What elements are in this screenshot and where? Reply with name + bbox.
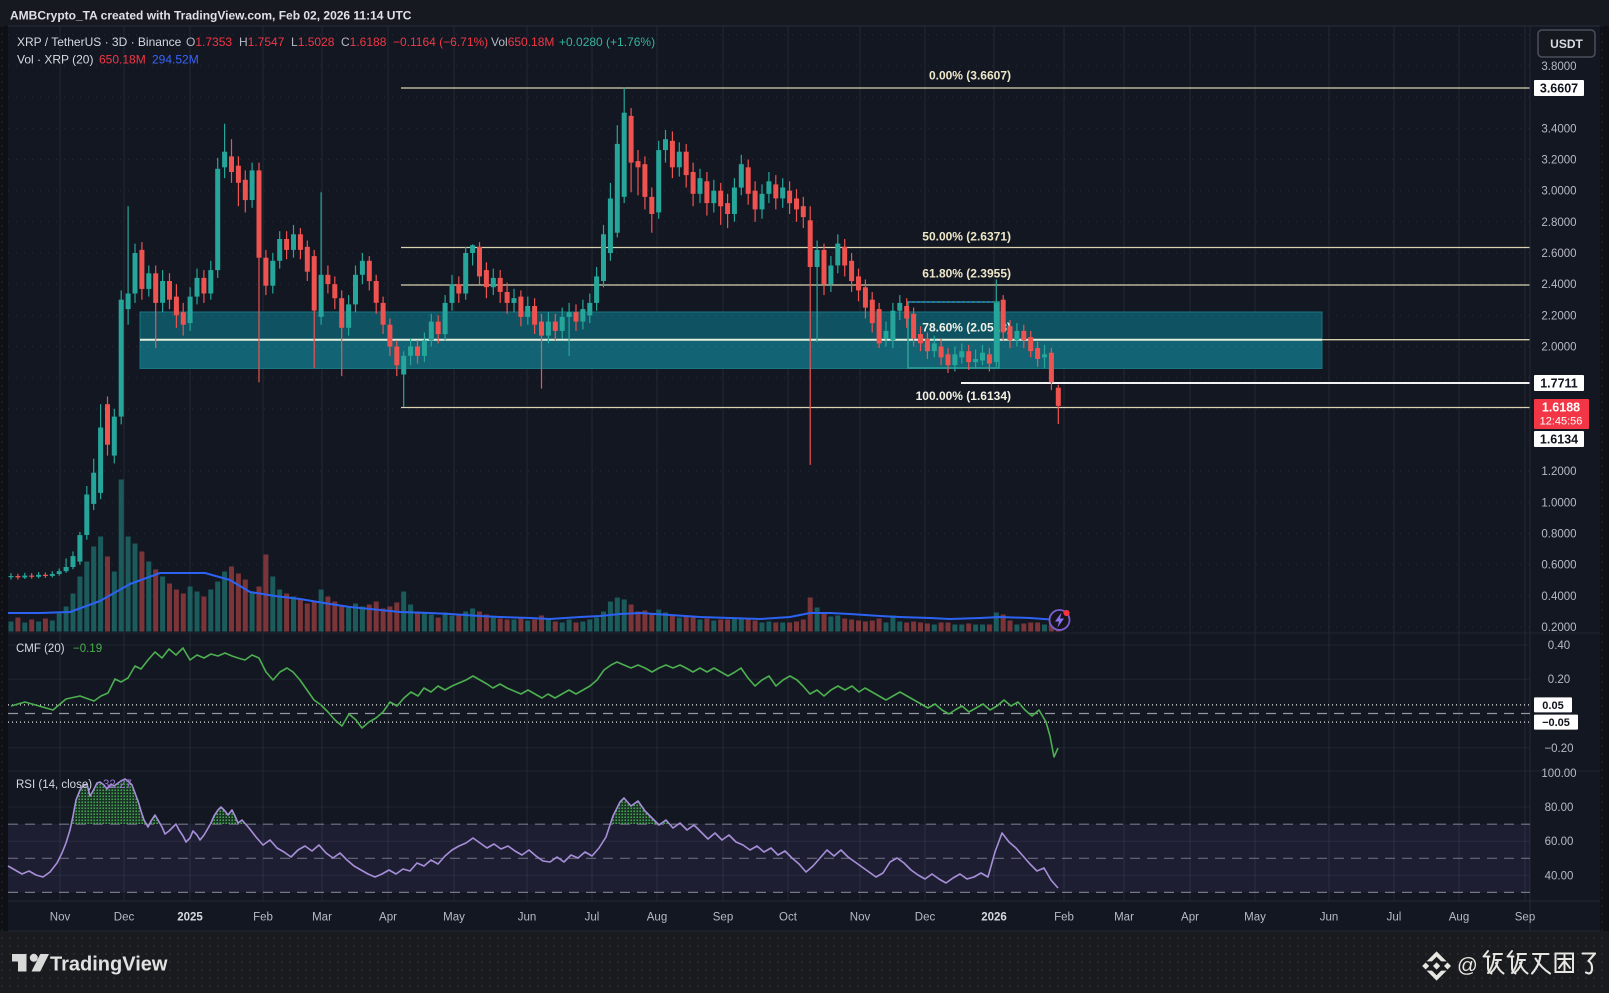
svg-text:Oct: Oct: [779, 912, 798, 924]
svg-text:12:45:56: 12:45:56: [1540, 416, 1583, 428]
svg-text:Aug: Aug: [647, 912, 667, 924]
svg-text:May: May: [443, 912, 465, 924]
svg-text:Jul: Jul: [585, 912, 600, 924]
svg-text:Feb: Feb: [253, 912, 273, 924]
svg-text:0.40: 0.40: [1548, 640, 1570, 652]
svg-text:1.0000: 1.0000: [1541, 497, 1576, 509]
svg-text:3.8000: 3.8000: [1541, 61, 1576, 73]
svg-text:1.2000: 1.2000: [1541, 466, 1576, 478]
svg-text:1.7711: 1.7711: [1540, 377, 1578, 391]
svg-text:2.8000: 2.8000: [1541, 217, 1576, 229]
svg-text:60.00: 60.00: [1545, 836, 1574, 848]
svg-text:TradingView: TradingView: [50, 954, 168, 976]
svg-text:Sep: Sep: [713, 912, 733, 924]
svg-text:2.0000: 2.0000: [1541, 342, 1576, 354]
svg-text:0.8000: 0.8000: [1541, 529, 1576, 541]
svg-text:0.6000: 0.6000: [1541, 560, 1576, 572]
svg-text:2026: 2026: [981, 912, 1007, 924]
svg-text:2025: 2025: [177, 912, 203, 924]
svg-text:100.00: 100.00: [1541, 768, 1576, 780]
svg-text:0.4000: 0.4000: [1541, 591, 1576, 603]
svg-text:61.80% (2.3955): 61.80% (2.3955): [922, 267, 1011, 281]
svg-text:Sep: Sep: [1515, 912, 1535, 924]
svg-text:3.6607: 3.6607: [1540, 82, 1578, 96]
svg-text:@: @: [1457, 954, 1478, 977]
svg-text:Feb: Feb: [1054, 912, 1074, 924]
svg-text:RSI (14, close)32.27: RSI (14, close) 32.27: [16, 779, 132, 791]
svg-text:0.20: 0.20: [1548, 674, 1570, 686]
svg-text:CMF (20)−0.19: CMF (20) −0.19: [16, 643, 102, 655]
svg-text:2.4000: 2.4000: [1541, 279, 1576, 291]
svg-text:May: May: [1244, 912, 1266, 924]
svg-text:Mar: Mar: [312, 912, 332, 924]
svg-text:100.00% (1.6134): 100.00% (1.6134): [916, 389, 1011, 403]
svg-text:Mar: Mar: [1114, 912, 1134, 924]
svg-text:Apr: Apr: [379, 912, 397, 924]
svg-text:−0.05: −0.05: [1542, 717, 1570, 729]
svg-text:USDT: USDT: [1550, 37, 1583, 51]
svg-text:3.4000: 3.4000: [1541, 123, 1576, 135]
svg-text:1.6188: 1.6188: [1542, 401, 1580, 415]
svg-text:AMBCrypto_TA created with Trad: AMBCrypto_TA created with TradingView.co…: [10, 9, 412, 23]
svg-text:0.05: 0.05: [1542, 700, 1563, 712]
svg-text:1.6134: 1.6134: [1540, 433, 1578, 447]
svg-text:Jun: Jun: [518, 912, 537, 924]
svg-text:Jul: Jul: [1387, 912, 1402, 924]
svg-text:78.60% (2.0513): 78.60% (2.0513): [922, 321, 1011, 335]
svg-text:0.2000: 0.2000: [1541, 622, 1576, 634]
svg-text:Nov: Nov: [850, 912, 871, 924]
svg-text:50.00% (2.6371): 50.00% (2.6371): [922, 230, 1011, 244]
svg-text:2.2000: 2.2000: [1541, 310, 1576, 322]
svg-text:−0.20: −0.20: [1544, 743, 1573, 755]
svg-text:Dec: Dec: [114, 912, 135, 924]
svg-text:80.00: 80.00: [1545, 802, 1574, 814]
svg-text:Dec: Dec: [915, 912, 936, 924]
svg-text:0.00% (3.6607): 0.00% (3.6607): [929, 69, 1011, 83]
svg-text:Nov: Nov: [50, 912, 71, 924]
svg-text:Jun: Jun: [1320, 912, 1339, 924]
svg-text:Aug: Aug: [1449, 912, 1469, 924]
svg-text:40.00: 40.00: [1545, 870, 1574, 882]
svg-text:3.0000: 3.0000: [1541, 186, 1576, 198]
svg-text:3.2000: 3.2000: [1541, 155, 1576, 167]
svg-text:Apr: Apr: [1181, 912, 1199, 924]
svg-text:2.6000: 2.6000: [1541, 248, 1576, 260]
